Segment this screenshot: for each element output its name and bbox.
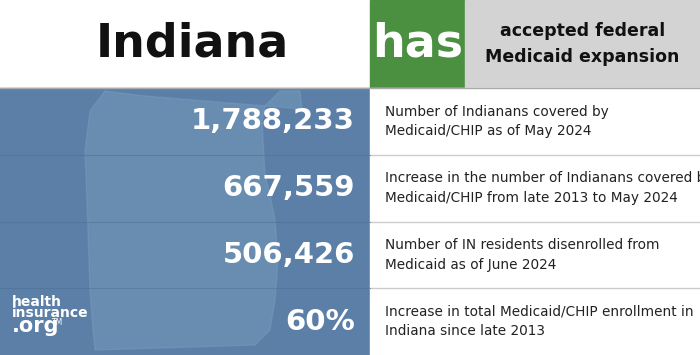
Text: Number of IN residents disenrolled from
Medicaid as of June 2024: Number of IN residents disenrolled from …	[385, 238, 659, 272]
Text: 667,559: 667,559	[223, 174, 355, 202]
Text: Number of Indianans covered by
Medicaid/CHIP as of May 2024: Number of Indianans covered by Medicaid/…	[385, 105, 609, 138]
Text: TM: TM	[52, 318, 63, 327]
Bar	[0, 88, 370, 355]
Text: Increase in the number of Indianans covered by
Medicaid/CHIP from late 2013 to M: Increase in the number of Indianans cove…	[385, 171, 700, 205]
Bar	[0, 0, 370, 88]
Text: health: health	[12, 295, 62, 309]
Text: .org: .org	[12, 316, 60, 336]
Bar	[465, 0, 700, 88]
Text: accepted federal
Medicaid expansion: accepted federal Medicaid expansion	[485, 22, 680, 66]
Polygon shape	[85, 91, 302, 350]
Text: 506,426: 506,426	[223, 241, 355, 269]
Text: 60%: 60%	[286, 308, 355, 335]
Text: has: has	[372, 22, 463, 66]
Text: 1,788,233: 1,788,233	[191, 107, 355, 135]
Text: insurance: insurance	[12, 306, 89, 320]
Bar	[370, 0, 465, 88]
Text: Indiana: Indiana	[96, 22, 289, 66]
Text: Increase in total Medicaid/CHIP enrollment in
Indiana since late 2013: Increase in total Medicaid/CHIP enrollme…	[385, 305, 694, 338]
Bar	[370, 88, 700, 355]
